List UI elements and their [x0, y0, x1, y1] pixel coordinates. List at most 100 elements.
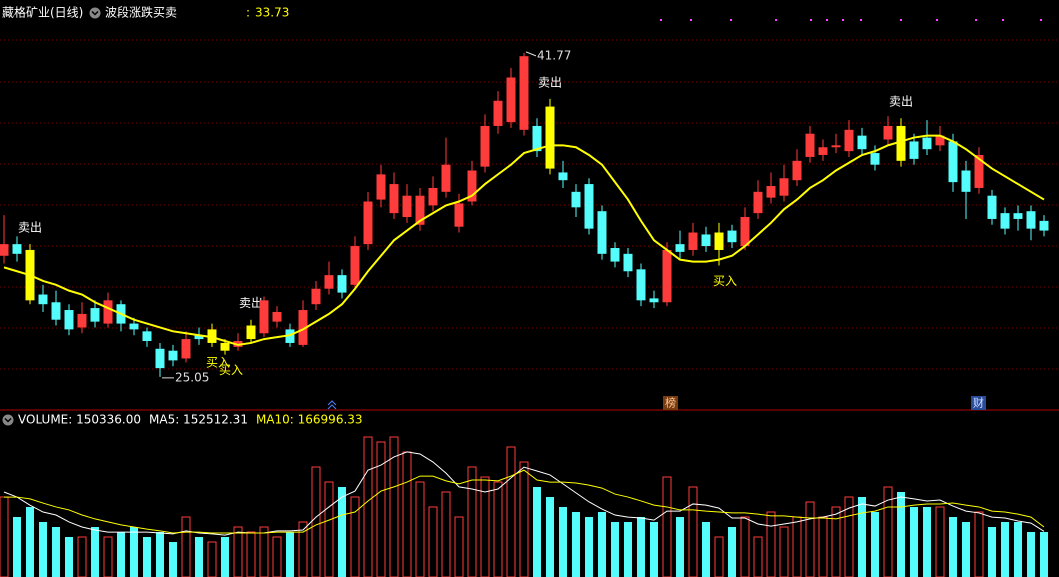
marker[interactable]: 榜	[665, 396, 676, 410]
candle-body	[532, 125, 542, 152]
volume-bar	[1040, 531, 1048, 577]
candle-body	[844, 129, 854, 152]
candle-body	[12, 244, 22, 254]
candle-body	[987, 195, 997, 219]
candle-body	[77, 313, 87, 328]
volume-bar	[676, 517, 684, 577]
candle-body	[64, 310, 74, 330]
candle-body	[155, 348, 165, 369]
volume-bar	[519, 461, 529, 577]
candle-body	[402, 195, 412, 218]
candle-body	[103, 300, 113, 324]
candle-body	[350, 246, 360, 285]
candle-body	[714, 232, 724, 250]
volume-bar	[207, 541, 217, 577]
volume-bar	[897, 492, 905, 577]
volume-bar	[1001, 522, 1009, 577]
candle-body	[831, 145, 841, 148]
marker-box[interactable]	[663, 396, 678, 410]
candle-body	[519, 56, 529, 130]
volume-bar	[611, 522, 619, 577]
top-dot	[900, 19, 902, 21]
volume-bar	[311, 466, 321, 577]
top-dot	[690, 19, 692, 21]
marker-box[interactable]	[971, 396, 986, 410]
volume-bar	[117, 532, 125, 577]
candle-body	[467, 170, 477, 202]
volume-bar	[286, 532, 294, 577]
candle-body	[961, 170, 971, 192]
top-dot	[860, 19, 862, 21]
top-dot	[810, 19, 812, 21]
volume-bar	[546, 497, 554, 577]
volume-bar	[585, 517, 593, 577]
volume-bar	[181, 516, 191, 577]
candle-body	[506, 77, 516, 123]
candle-body	[948, 141, 958, 183]
candle-body	[818, 147, 828, 156]
low-label: 25.05	[175, 370, 209, 384]
candle-body	[571, 191, 581, 208]
volume-bar	[598, 512, 606, 577]
volume-bar	[714, 536, 724, 577]
volume-bar	[805, 501, 815, 577]
candle-body	[597, 211, 607, 254]
candle-body	[389, 184, 399, 214]
volume-bar	[974, 511, 984, 577]
candle-body	[168, 350, 178, 361]
candle-body	[623, 253, 633, 272]
volume-bar	[858, 497, 866, 577]
volume-bar	[923, 507, 931, 577]
candle-body	[610, 248, 620, 262]
candle-body	[662, 249, 672, 303]
volume-ma-line	[4, 469, 1045, 534]
signal-label: 买入	[219, 363, 243, 377]
candle-body	[142, 331, 152, 342]
marker[interactable]: 财	[973, 396, 984, 410]
volume-bar	[662, 476, 672, 577]
volume-bar	[467, 466, 477, 577]
candle-body	[0, 244, 9, 256]
volume-bar	[1027, 532, 1035, 577]
top-dot	[660, 19, 662, 21]
candle-body	[220, 342, 230, 351]
volume-bar	[91, 527, 99, 577]
volume-bar	[389, 436, 399, 577]
volume-bar	[831, 506, 841, 577]
top-dot	[1040, 19, 1042, 21]
volume-bar	[688, 486, 698, 577]
candle-body	[974, 155, 984, 188]
volume-bar	[195, 537, 203, 577]
indicator-name[interactable]: 波段涨跌买卖	[105, 5, 177, 20]
candle-body	[376, 174, 386, 200]
volume-bar	[77, 536, 87, 577]
volume-bar	[949, 517, 957, 577]
volume-bar	[39, 522, 47, 577]
volume-bar	[259, 526, 269, 577]
volume-icon[interactable]	[2, 414, 14, 426]
top-dot	[842, 19, 844, 21]
indicator-icon[interactable]	[89, 7, 101, 19]
volume-bar	[272, 536, 282, 577]
volume-bar	[1014, 522, 1022, 577]
indicator-value: 33.73	[255, 6, 289, 20]
volume-bar	[338, 487, 346, 577]
top-dot	[936, 19, 938, 21]
high-pointer	[525, 51, 537, 57]
volume-bar	[13, 517, 21, 577]
event-arrow[interactable]	[327, 400, 337, 410]
candle-body	[259, 300, 269, 334]
candle-body	[441, 164, 451, 192]
volume-bar	[350, 496, 360, 577]
candle-body	[363, 201, 373, 245]
candle-body	[1039, 220, 1049, 231]
volume-bar	[818, 516, 828, 577]
candle-body	[246, 325, 256, 340]
volume-bar	[324, 481, 334, 577]
volume-bar	[792, 516, 802, 577]
candle-body	[415, 195, 425, 225]
candle-body	[701, 234, 711, 247]
candle-body	[584, 184, 594, 229]
candle-body	[298, 310, 308, 345]
volume-bar	[298, 521, 308, 577]
